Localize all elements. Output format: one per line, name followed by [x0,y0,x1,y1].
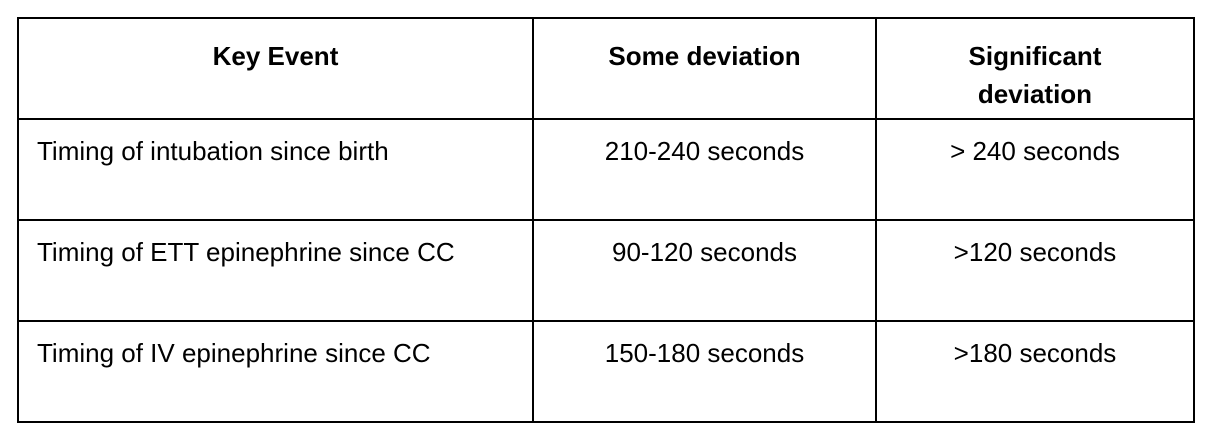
table-row: Timing of ETT epinephrine since CC 90-12… [17,219,1195,322]
header-row: Key Event Some deviation Significant dev… [17,17,1195,120]
table-body: Timing of intubation since birth 210-240… [17,118,1195,423]
table-row: Timing of IV epinephrine since CC 150-18… [17,320,1195,423]
some-deviation-cell: 90-120 seconds [532,219,877,322]
deviation-table: Key Event Some deviation Significant dev… [17,17,1195,423]
some-deviation-cell: 150-180 seconds [532,320,877,423]
header-cell: Key Event [17,17,534,120]
event-cell: Timing of intubation since birth [17,118,534,221]
header-text: Significant deviation [968,41,1102,109]
header-cell: Significant deviation [875,17,1195,120]
significant-deviation-cell: >120 seconds [875,219,1195,322]
header-cell: Some deviation [532,17,877,120]
table-row: Timing of intubation since birth 210-240… [17,118,1195,221]
event-cell: Timing of IV epinephrine since CC [17,320,534,423]
table-header: Key Event Some deviation Significant dev… [17,17,1195,120]
significant-deviation-cell: > 240 seconds [875,118,1195,221]
significant-deviation-cell: >180 seconds [875,320,1195,423]
event-cell: Timing of ETT epinephrine since CC [17,219,534,322]
some-deviation-cell: 210-240 seconds [532,118,877,221]
